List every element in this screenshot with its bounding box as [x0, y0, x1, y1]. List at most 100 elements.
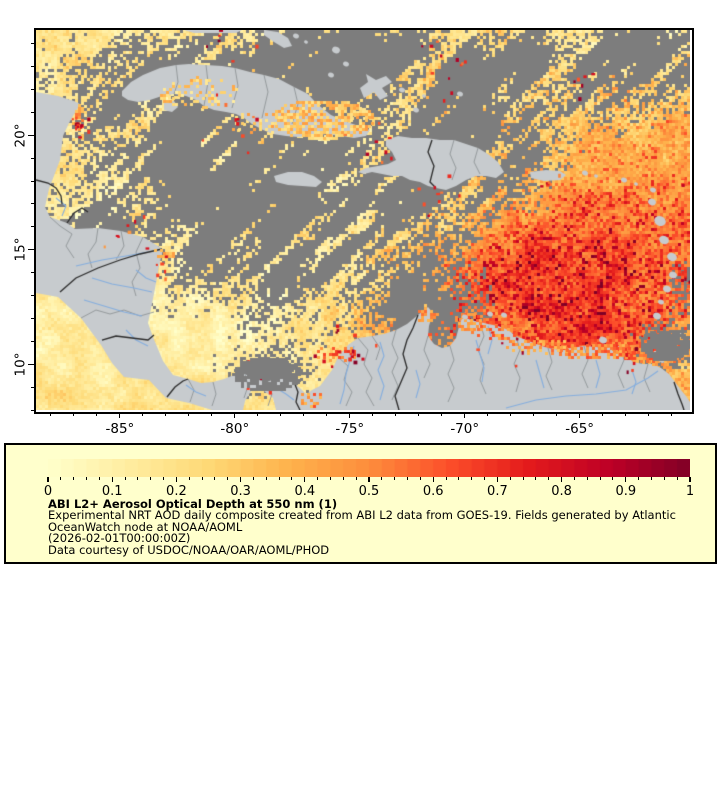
colorbar-minor-tick — [586, 477, 588, 480]
colorbar-major-tick — [111, 477, 113, 482]
colorbar-minor-tick — [124, 477, 126, 480]
colorbar-minor-tick — [137, 477, 139, 480]
colorbar-minor-tick — [329, 477, 331, 480]
y-minor-tick — [30, 386, 34, 388]
y-minor-tick — [30, 226, 34, 228]
x-minor-tick — [671, 412, 673, 416]
x-minor-tick — [73, 412, 75, 416]
colorbar-tick-label: 0.5 — [358, 484, 380, 499]
colorbar-minor-tick — [458, 477, 460, 480]
colorbar-minor-tick — [535, 477, 537, 480]
legend-line-node: OceanWatch node at NOAA/AOML — [48, 519, 243, 534]
colorbar-major-tick — [561, 477, 563, 482]
colorbar-major-tick — [47, 477, 49, 482]
x-tick-label: -85° — [105, 421, 135, 437]
x-minor-tick — [372, 412, 374, 416]
y-major-tick — [28, 363, 34, 365]
colorbar-minor-tick — [163, 477, 165, 480]
colorbar-major-tick — [304, 477, 306, 482]
x-minor-tick — [441, 412, 443, 416]
colorbar-tick-label: 0.4 — [294, 484, 316, 499]
colorbar-minor-tick — [86, 477, 88, 480]
x-minor-tick — [602, 412, 604, 416]
x-minor-tick — [533, 412, 535, 416]
y-minor-tick — [30, 157, 34, 159]
colorbar-minor-tick — [355, 477, 357, 480]
colorbar-tick-label: 0 — [43, 484, 53, 499]
colorbar-minor-tick — [291, 477, 293, 480]
colorbar-tick-label: 0.9 — [615, 484, 637, 499]
y-minor-tick — [30, 203, 34, 205]
colorbar-minor-tick — [73, 477, 75, 480]
colorbar-minor-tick — [676, 477, 678, 480]
colorbar-tick-label: 0.7 — [487, 484, 508, 499]
colorbar-tick-label: 0.8 — [551, 484, 572, 499]
colorbar-major-tick — [432, 477, 434, 482]
colorbar-major-tick — [625, 477, 627, 482]
colorbar-minor-tick — [612, 477, 614, 480]
x-tick-label: -65° — [565, 421, 595, 437]
colorbar-major-tick — [496, 477, 498, 482]
colorbar-minor-tick — [484, 477, 486, 480]
aod-map-canvas — [36, 30, 690, 410]
colorbar-tick-label: 0.6 — [422, 484, 444, 499]
colorbar-minor-tick — [445, 477, 447, 480]
y-major-tick — [28, 249, 34, 251]
colorbar-tick-label: 0.3 — [230, 484, 251, 499]
legend-line-description: Experimental NRT AOD daily composite cre… — [48, 508, 676, 523]
colorbar-minor-tick — [419, 477, 421, 480]
colorbar-minor-tick — [650, 477, 652, 480]
legend-text-block: ABI L2+ Aerosol Optical Depth at 550 nm … — [48, 498, 676, 557]
colorbar-minor-tick — [317, 477, 319, 480]
colorbar-minor-tick — [522, 477, 524, 480]
y-minor-tick — [30, 295, 34, 297]
colorbar-minor-tick — [638, 477, 640, 480]
map-frame — [34, 28, 694, 414]
colorbar-minor-tick — [265, 477, 267, 480]
x-minor-tick — [395, 412, 397, 416]
y-minor-tick — [30, 409, 34, 411]
colorbar-minor-tick — [573, 477, 575, 480]
y-minor-tick — [30, 66, 34, 68]
y-minor-tick — [30, 111, 34, 113]
y-major-tick — [28, 134, 34, 136]
colorbar-major-tick — [689, 477, 691, 482]
x-tick-label: -75° — [335, 421, 365, 437]
x-minor-tick — [326, 412, 328, 416]
colorbar-minor-tick — [394, 477, 396, 480]
colorbar-minor-tick — [407, 477, 409, 480]
legend-line-courtesy: Data courtesy of USDOC/NOAA/OAR/AOML/PHO… — [48, 542, 330, 557]
y-minor-tick — [30, 340, 34, 342]
colorbar-tick-label: 1 — [685, 484, 695, 499]
y-tick-label: 20° — [12, 123, 29, 148]
colorbar-minor-tick — [509, 477, 511, 480]
colorbar-legend-panel: 0 0.1 0.2 0.3 0.4 0.5 0.6 0.7 0.8 0.9 1 ABI L2+ Ae… — [4, 443, 717, 564]
y-minor-tick — [30, 272, 34, 274]
colorbar-minor-tick — [214, 477, 216, 480]
colorbar-minor-tick — [201, 477, 203, 480]
colorbar-minor-tick — [548, 477, 550, 480]
colorbar-minor-tick — [150, 477, 152, 480]
x-minor-tick — [165, 412, 167, 416]
colorbar-minor-tick — [599, 477, 601, 480]
x-minor-tick — [303, 412, 305, 416]
colorbar-minor-tick — [60, 477, 62, 480]
x-minor-tick — [510, 412, 512, 416]
colorbar-minor-tick — [188, 477, 190, 480]
x-major-tick — [579, 412, 581, 418]
y-minor-tick — [30, 317, 34, 319]
colorbar-minor-tick — [471, 477, 473, 480]
legend-line-timestamp: (2026-02-01T00:00:00Z) — [48, 531, 191, 546]
x-minor-tick — [257, 412, 259, 416]
y-tick-label: 15° — [12, 237, 29, 262]
colorbar-gradient — [48, 459, 690, 477]
colorbar-minor-tick — [227, 477, 229, 480]
x-major-tick — [234, 412, 236, 418]
x-minor-tick — [418, 412, 420, 416]
colorbar-major-tick — [240, 477, 242, 482]
x-major-tick — [349, 412, 351, 418]
colorbar-minor-tick — [663, 477, 665, 480]
colorbar-minor-tick — [278, 477, 280, 480]
colorbar-major-tick — [368, 477, 370, 482]
